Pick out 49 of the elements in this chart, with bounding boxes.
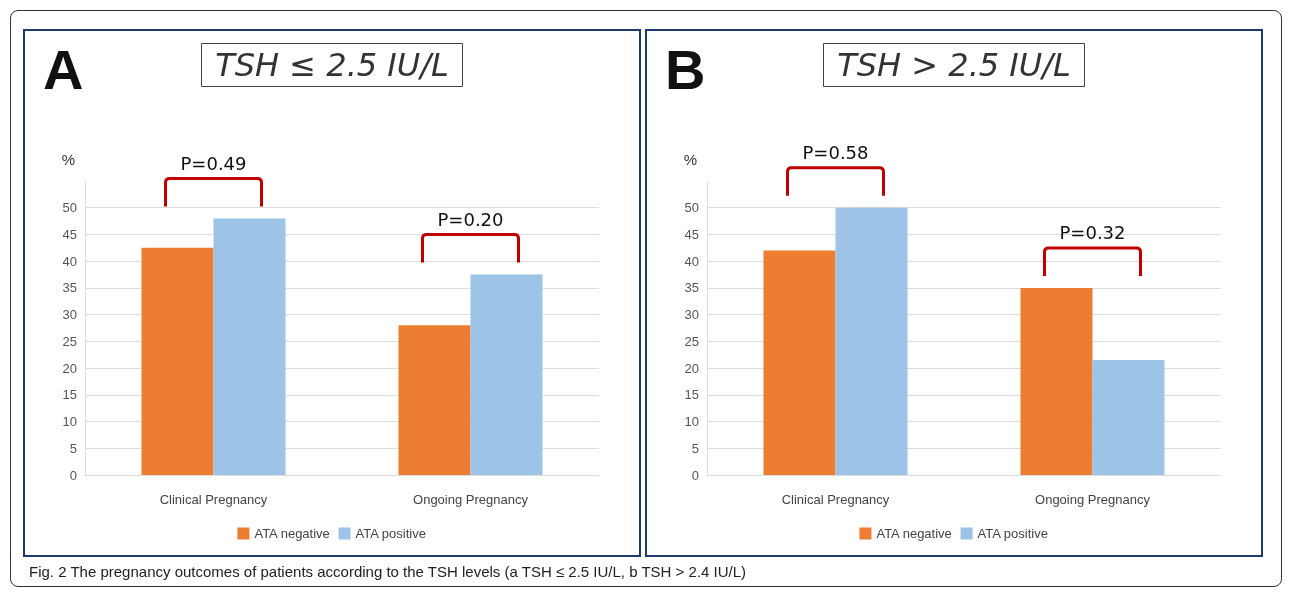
bar xyxy=(470,274,543,475)
y-tick-label: 20 xyxy=(684,360,699,376)
legend-label: ATA negative xyxy=(254,526,330,541)
text: B xyxy=(665,37,706,101)
y-tick-label: 45 xyxy=(62,226,77,242)
y-tick-label: 0 xyxy=(69,467,77,483)
y-tick-label: 25 xyxy=(684,333,699,349)
y-tick-label: 50 xyxy=(62,200,77,216)
y-tick-label: 25 xyxy=(62,333,77,349)
y-tick-label: 10 xyxy=(684,414,699,430)
y-tick-label: 15 xyxy=(62,387,77,403)
y-tick-label: 35 xyxy=(62,280,77,296)
annotation: P=0.20 xyxy=(437,209,504,231)
x-tick-label: Ongoing Pregnancy xyxy=(413,492,529,507)
bar xyxy=(763,250,836,475)
text: A xyxy=(43,37,84,101)
annotation: P=0.32 xyxy=(1059,222,1126,244)
bar xyxy=(141,247,214,475)
bar xyxy=(213,218,286,475)
y-tick-label: 15 xyxy=(684,387,699,403)
y-tick-label: 45 xyxy=(684,226,699,242)
bar xyxy=(835,207,908,475)
chart-title: TSH ≤ 2.5 IU/L xyxy=(215,46,449,84)
y-axis-title: % xyxy=(683,151,697,168)
y-tick-label: 30 xyxy=(684,307,699,323)
y-tick-label: 5 xyxy=(69,440,77,456)
y-tick-label: 20 xyxy=(62,360,77,376)
y-tick-label: 0 xyxy=(691,467,699,483)
y-tick-label: 10 xyxy=(62,414,77,430)
y-tick-label: 35 xyxy=(684,280,699,296)
y-axis-title: % xyxy=(61,151,75,168)
x-tick-label: Clinical Pregnancy xyxy=(159,492,268,507)
y-tick-label: 40 xyxy=(62,253,77,269)
legend-label: ATA negative xyxy=(876,526,952,541)
legend-label: ATA positive xyxy=(977,526,1048,541)
x-tick-label: Ongoing Pregnancy xyxy=(1035,492,1151,507)
y-tick-label: 50 xyxy=(684,200,699,216)
bar xyxy=(398,325,471,475)
chart-title: TSH > 2.5 IU/L xyxy=(837,46,1071,84)
y-tick-label: 40 xyxy=(684,253,699,269)
y-tick-label: 5 xyxy=(691,440,699,456)
legend-label: ATA positive xyxy=(355,526,426,541)
bar xyxy=(1092,360,1165,475)
bar xyxy=(1020,287,1093,475)
y-tick-label: 30 xyxy=(62,307,77,323)
text: P=0.49 xyxy=(180,152,247,174)
x-tick-label: Clinical Pregnancy xyxy=(781,492,890,507)
caption: Fig. 2 The pregnancy outcomes of patients according to the TSH levels (a TSH ≤ 2.5 IU/L, b TSH > 2.4 IU/L) xyxy=(29,563,747,580)
text: P=0.58 xyxy=(802,142,869,164)
